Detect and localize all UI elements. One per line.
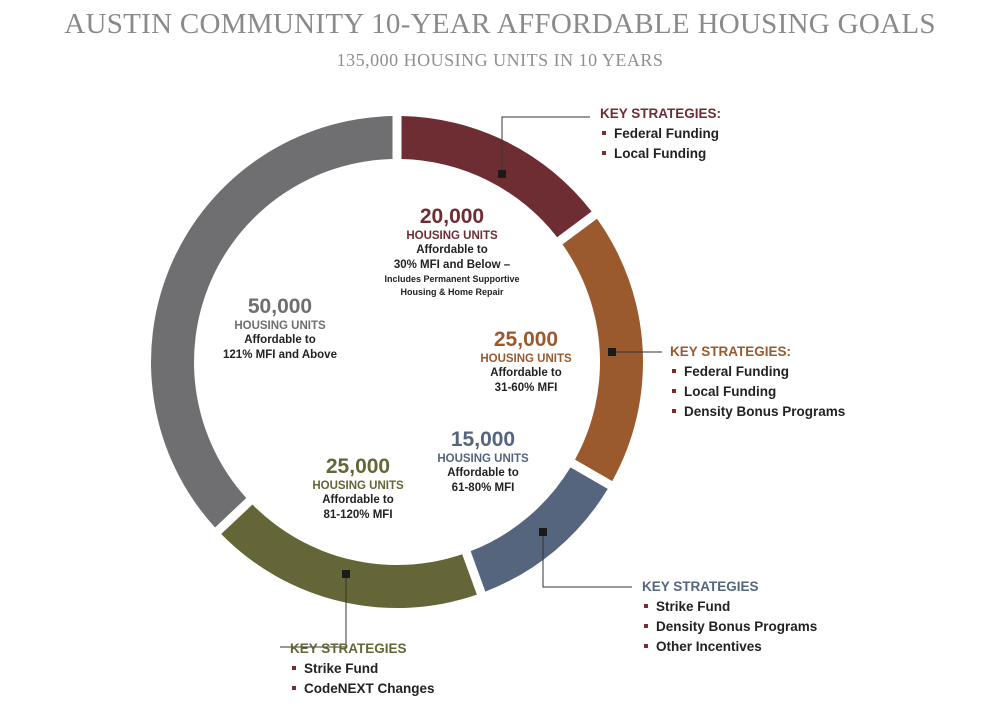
leader-marker-3 (539, 528, 547, 536)
segment-unit: HOUSING UNITS (234, 320, 326, 332)
segment-description: Affordable to (490, 367, 562, 379)
bullet-icon (672, 388, 676, 393)
segment-description: 30% MFI and Below – (393, 259, 511, 271)
strategy-item: Federal Funding (670, 362, 845, 382)
strategy-item-text: Strike Fund (656, 599, 731, 614)
strategy-list: Federal Funding Local Funding (600, 124, 721, 164)
segment-value: 20,000 (419, 205, 485, 228)
strategy-item-text: Density Bonus Programs (684, 404, 846, 419)
key-strategies-heading: KEY STRATEGIES (642, 579, 759, 594)
strategy-list: Strike Fund CodeNEXT Changes (290, 659, 435, 699)
segment-label-4: 25,000 HOUSING UNITS Affordable to 81-120% … (293, 455, 423, 523)
strategy-item: Local Funding (670, 382, 845, 402)
strategy-item-text: Strike Fund (304, 661, 379, 676)
donut-segment-2 (562, 218, 643, 482)
key-strategies-3: KEY STRATEGIES Strike Fund Density Bonus P… (642, 579, 817, 657)
strategy-list: Federal Funding Local Funding Density Bonu… (670, 362, 845, 422)
segment-description: Affordable to (322, 494, 394, 506)
strategy-item-text: Local Funding (684, 384, 777, 399)
strategy-item: CodeNEXT Changes (290, 679, 435, 699)
strategy-item: Strike Fund (642, 597, 817, 617)
bullet-icon (672, 368, 676, 373)
leader-line-3 (542, 532, 632, 588)
strategy-item-text: Federal Funding (684, 364, 790, 379)
key-strategies-2: KEY STRATEGIES: Federal Funding Local Fund… (670, 344, 845, 422)
strategy-item-text: Federal Funding (614, 126, 720, 141)
donut-segment-4 (221, 504, 477, 608)
segment-description: 61-80% MFI (451, 482, 515, 494)
chart-subtitle: 135,000 HOUSING UNITS IN 10 YEARS (336, 50, 664, 70)
strategy-item: Strike Fund (290, 659, 435, 679)
bullet-icon (602, 150, 606, 155)
strategy-item-text: Local Funding (614, 146, 707, 161)
strategy-item: Density Bonus Programs (670, 402, 845, 422)
bullet-icon (672, 408, 676, 413)
bullet-icon (602, 130, 606, 135)
strategy-item: Local Funding (600, 144, 721, 164)
segment-value: 15,000 (450, 428, 516, 451)
bullet-icon (644, 603, 648, 608)
donut-segment-5 (150, 116, 393, 528)
segment-value: 50,000 (247, 295, 313, 318)
strategy-item: Density Bonus Programs (642, 617, 817, 637)
key-strategies-4: KEY STRATEGIES Strike Fund CodeNEXT Change… (290, 641, 435, 699)
segment-unit: HOUSING UNITS (406, 230, 498, 242)
segment-description: Affordable to (416, 244, 488, 256)
segment-label-1: 20,000 HOUSING UNITS Affordable to 30% MFI … (347, 205, 557, 299)
key-strategies-heading: KEY STRATEGIES: (600, 106, 722, 121)
segment-description: 121% MFI and Above (223, 349, 337, 361)
segment-note: Housing & Home Repair (400, 287, 504, 297)
key-strategies-heading: KEY STRATEGIES: (670, 344, 792, 359)
segment-description: Affordable to (447, 467, 519, 479)
segment-description: Affordable to (244, 334, 316, 346)
segment-value: 25,000 (325, 455, 391, 478)
segment-description: 81-120% MFI (323, 509, 393, 521)
segment-unit: HOUSING UNITS (480, 353, 572, 365)
strategy-item-text: Other Incentives (656, 639, 762, 654)
leader-line-4 (280, 574, 347, 648)
segment-note: Includes Permanent Supportive (384, 274, 520, 284)
key-strategies-1: KEY STRATEGIES: Federal Funding Local Fund… (600, 106, 721, 164)
segment-description: 31-60% MFI (494, 382, 558, 394)
donut-segment-1 (401, 116, 592, 238)
segment-label-5: 50,000 HOUSING UNITS Affordable to 121% MFI… (205, 295, 355, 363)
strategy-item-text: Density Bonus Programs (656, 619, 818, 634)
chart-title: AUSTIN COMMUNITY 10-YEAR AFFORDABLE HOUS… (64, 8, 936, 40)
leader-marker-1 (498, 170, 506, 178)
bullet-icon (292, 665, 296, 670)
strategy-item: Federal Funding (600, 124, 721, 144)
bullet-icon (292, 685, 296, 690)
segment-unit: HOUSING UNITS (437, 453, 529, 465)
leader-marker-4 (342, 570, 350, 578)
strategy-list: Strike Fund Density Bonus Programs Other I… (642, 597, 817, 657)
segment-unit: HOUSING UNITS (312, 480, 404, 492)
leader-marker-2 (608, 348, 616, 356)
bullet-icon (644, 623, 648, 628)
strategy-item-text: CodeNEXT Changes (304, 681, 435, 696)
segment-label-2: 25,000 HOUSING UNITS Affordable to 31-60% M… (466, 328, 586, 396)
strategy-item: Other Incentives (642, 637, 817, 657)
bullet-icon (644, 643, 648, 648)
segment-label-3: 15,000 HOUSING UNITS Affordable to 61-80% M… (418, 428, 548, 496)
leader-line-1 (501, 116, 590, 174)
segment-value: 25,000 (493, 328, 559, 351)
key-strategies-heading: KEY STRATEGIES (290, 641, 407, 656)
